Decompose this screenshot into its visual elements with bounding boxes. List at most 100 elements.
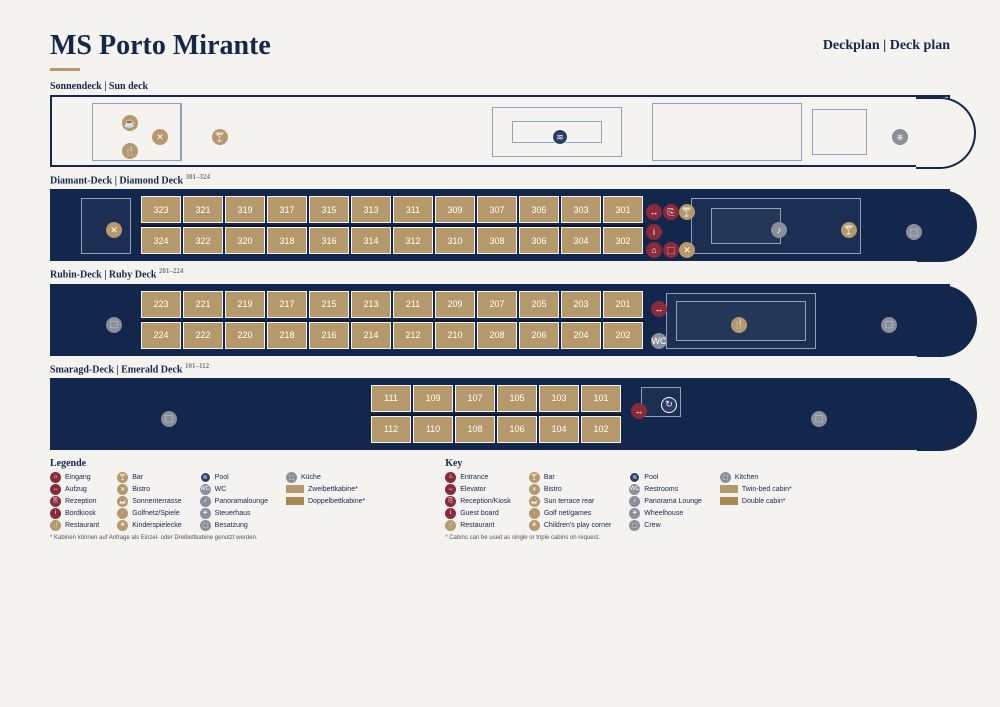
cabin-111: 111 (371, 385, 411, 412)
legend-icon: 🍴 (445, 520, 456, 531)
legend-item: ⎈Kinderspielecke (117, 520, 181, 531)
legend-item: ·Golf net/games (529, 508, 611, 519)
legend-item: ↔Elevator (445, 484, 511, 495)
cabin-208: 208 (477, 322, 517, 349)
cabin-222: 222 (183, 322, 223, 349)
deck-label-diamond: Diamant-Deck | Diamond Deck 301–324 (50, 173, 950, 186)
legend-item: ⬚Küche (286, 472, 365, 483)
cabin-301: 301 (603, 196, 643, 223)
legend-item: 🍴Restaurant (50, 520, 99, 531)
legend-icon: ⎘ (50, 496, 61, 507)
cabin-310: 310 (435, 227, 475, 254)
room-outline (812, 109, 867, 155)
legend-icon: WC (200, 484, 211, 495)
legend-item: ⌂Entrance (445, 472, 511, 483)
legend-icon: 🍸 (117, 472, 128, 483)
legend-item: ♪Panoramalounge (200, 496, 268, 507)
cabin-223: 223 (141, 291, 181, 318)
entrance-icon: ⌂ (646, 242, 662, 258)
cabin-215: 215 (309, 291, 349, 318)
cabin-109: 109 (413, 385, 453, 412)
cabin-304: 304 (561, 227, 601, 254)
cabin-317: 317 (267, 196, 307, 223)
cabin-320: 320 (225, 227, 265, 254)
swatch (286, 497, 304, 505)
cabin-322: 322 (183, 227, 223, 254)
cabin-324: 324 (141, 227, 181, 254)
cabin-207: 207 (477, 291, 517, 318)
cabin-202: 202 (603, 322, 643, 349)
cabin-303: 303 (561, 196, 601, 223)
footnote-de: * Kabinen können auf Anfrage als Einzel-… (50, 535, 365, 541)
legend-icon: ⌂ (445, 472, 456, 483)
legend-icon: ☕ (529, 496, 540, 507)
legend-item: iGuest board (445, 508, 511, 519)
legend-swatch: Double cabin* (720, 496, 792, 507)
cabin-306: 306 (519, 227, 559, 254)
massage-icon: ↻ (661, 397, 677, 413)
deck-bow (916, 97, 976, 169)
cabin-311: 311 (393, 196, 433, 223)
deck-bow (917, 379, 977, 451)
footnote-en: * Cabins can be used as single or triple… (445, 535, 792, 541)
legend-item: WCRestrooms (629, 484, 702, 495)
swatch (286, 485, 304, 493)
legend-icon: ↔ (50, 484, 61, 495)
legend-icon: ✕ (529, 484, 540, 495)
bistro-icon: ✕ (152, 129, 168, 145)
deck-emerald: 111109107105103101112110108106104102⬚↔↻⬚ (50, 378, 950, 450)
header: MS Porto Mirante Deckplan | Deck plan (50, 30, 950, 62)
legend-item: WCWC (200, 484, 268, 495)
legend-icon: ≋ (200, 472, 211, 483)
legend-item: ♪Panorama Lounge (629, 496, 702, 507)
cabin-206: 206 (519, 322, 559, 349)
legend-item: ≋Pool (629, 472, 702, 483)
cabin-101: 101 (581, 385, 621, 412)
legend-icon: 🍴 (50, 520, 61, 531)
cabin-214: 214 (351, 322, 391, 349)
icon: ⬚ (663, 242, 679, 258)
legend-item: 🍴Restaurant (445, 520, 511, 531)
cabin-316: 316 (309, 227, 349, 254)
title-underline (50, 68, 80, 71)
legend-icon: ⎈ (529, 520, 540, 531)
cabin-106: 106 (497, 416, 537, 443)
coffee-icon: ☕ (122, 115, 138, 131)
swatch (720, 497, 738, 505)
legend-item: ⌂Eingang (50, 472, 99, 483)
legend-item: ⬚Kitchen (720, 472, 792, 483)
legend-en: Key ⌂Entrance↔Elevator⎘Reception/KioskiG… (445, 458, 792, 541)
legend-icon: ⎈ (117, 520, 128, 531)
header-right: Deckplan | Deck plan (823, 30, 950, 54)
cabin-204: 204 (561, 322, 601, 349)
cabin-309: 309 (435, 196, 475, 223)
cabin-318: 318 (267, 227, 307, 254)
legend-icon: ⬚ (629, 520, 640, 531)
crew-icon: ⬚ (106, 317, 122, 333)
cabin-103: 103 (539, 385, 579, 412)
room-outline (652, 103, 802, 161)
legend-item: ✕Bistro (117, 484, 181, 495)
wheelhouse-icon: ⎈ (892, 129, 908, 145)
cabin-205: 205 (519, 291, 559, 318)
cabin-312: 312 (393, 227, 433, 254)
deck-bow (917, 190, 977, 262)
cabin-319: 319 (225, 196, 265, 223)
legend-item: 🍸Bar (529, 472, 611, 483)
cabin-110: 110 (413, 416, 453, 443)
guestboard-icon: i (646, 224, 662, 240)
swatch (720, 485, 738, 493)
legend-icon: i (50, 508, 61, 519)
cabin-218: 218 (267, 322, 307, 349)
legend-icon: · (529, 508, 540, 519)
cabin-212: 212 (393, 322, 433, 349)
legend-item: ⎈Steuerhaus (200, 508, 268, 519)
legend-icon: ⬚ (200, 520, 211, 531)
legend-de: Legende ⌂Eingang↔Aufzug⎘RezeptioniBordki… (50, 458, 365, 541)
corridor (141, 225, 645, 227)
legend-item: ☕Sun terrace rear (529, 496, 611, 507)
cabin-315: 315 (309, 196, 349, 223)
crew-icon: ⬚ (881, 317, 897, 333)
legend-item: ⬚Crew (629, 520, 702, 531)
legend-title-en: Key (445, 458, 792, 469)
